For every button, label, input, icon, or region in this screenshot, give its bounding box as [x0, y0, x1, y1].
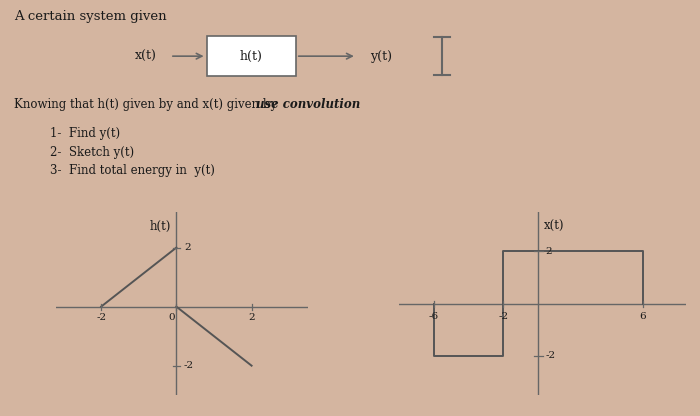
Text: 2: 2 [248, 313, 255, 322]
Text: 2: 2 [184, 243, 190, 252]
Text: -2: -2 [545, 352, 555, 361]
Text: -6: -6 [428, 312, 439, 320]
Text: Knowing that h(t) given by and x(t) given by: Knowing that h(t) given by and x(t) give… [14, 98, 281, 111]
Text: 2-  Sketch y(t): 2- Sketch y(t) [35, 146, 134, 158]
Text: 0: 0 [169, 313, 175, 322]
Text: A certain system given: A certain system given [14, 10, 167, 23]
Text: 6: 6 [639, 312, 646, 320]
Text: -2: -2 [498, 312, 508, 320]
FancyBboxPatch shape [206, 36, 296, 77]
Text: -2: -2 [96, 313, 106, 322]
Text: 1-  Find y(t): 1- Find y(t) [35, 127, 120, 140]
Text: y(t): y(t) [370, 50, 392, 63]
Text: -2: -2 [184, 361, 194, 370]
Text: x(t): x(t) [543, 220, 564, 233]
Text: use convolution: use convolution [256, 98, 360, 111]
Text: 3-  Find total energy in  y(t): 3- Find total energy in y(t) [35, 164, 215, 177]
Text: h(t): h(t) [239, 50, 262, 63]
Text: 2: 2 [545, 247, 552, 256]
Text: x(t): x(t) [134, 50, 157, 63]
Text: h(t): h(t) [149, 220, 171, 233]
